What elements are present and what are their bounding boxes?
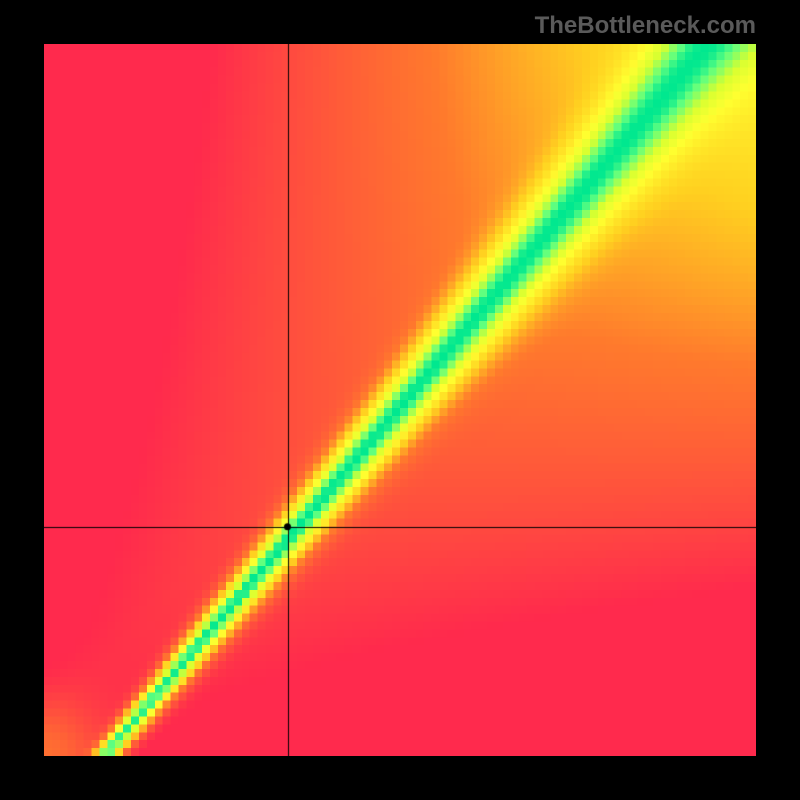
chart-container: TheBottleneck.com <box>0 0 800 800</box>
watermark-text: TheBottleneck.com <box>535 12 756 40</box>
bottleneck-heatmap <box>44 44 756 756</box>
